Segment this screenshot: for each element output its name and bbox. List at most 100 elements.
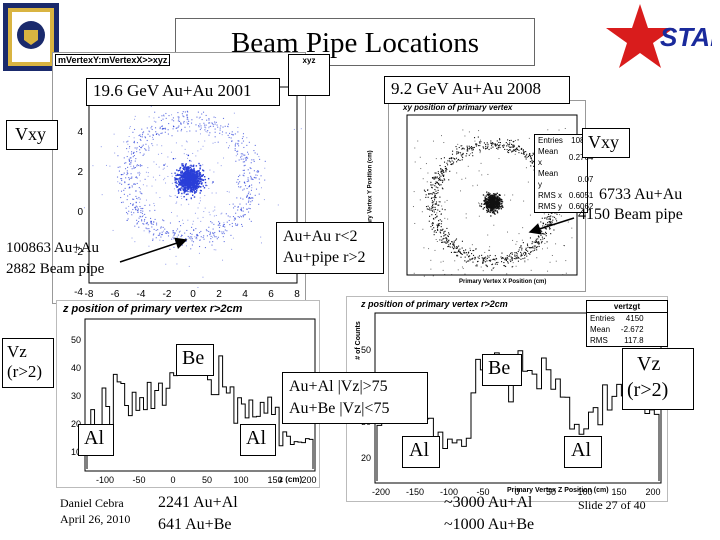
author-date: April 26, 2010 [60,512,131,526]
al-right-2-label: Al [571,439,591,461]
right-plot-xlabel: Primary Vertex X Position (cm) [459,279,547,285]
slide-number: Slide 27 of 40 [578,498,646,512]
uc-davis-seal-icon [2,2,60,72]
right-z-xtick: -100 [440,487,458,497]
left-xy-scatter: 420-2-4 -8 -6 -4 -2 0 2 4 6 8 [74,58,302,300]
right-z-stat-value: -2.672 [620,325,644,334]
left-scatter-points [83,58,302,288]
al-left-1-label: Al [84,427,104,449]
right-z-counts-be: ~1000 Au+Be [444,516,535,533]
right-z-stat-row: Mean -2.672 [587,324,647,335]
vxy-left-label: Vxy [15,124,46,144]
be-right-box: Be [482,354,522,386]
author-name: Daniel Cebra [60,496,124,510]
al-left-1-box: Al [78,424,114,456]
right-z-counts-al: ~3000 Au+Al [444,494,533,511]
left-xy-xtick: 8 [294,289,300,300]
right-z-stat-key: RMS [590,336,608,345]
right-stat-row: Mean x 0.2764 [535,146,596,168]
left-counts-au: 100863 Au+Au [6,240,100,256]
right-z-stat-key: Entries [590,314,615,323]
right-z-stat-value: 4150 [625,314,644,323]
left-z-counts-be: 641 Au+Be [158,516,232,533]
al-right-1-box: Al [402,436,440,468]
right-z-xtick: 200 [645,487,660,497]
star-logo-icon: STAR [604,2,712,72]
right-stat-key: Entries [538,136,563,145]
right-stat-row: RMS x 0.6051 [535,190,596,201]
left-z-ytick: 20 [71,419,81,429]
right-run-label: 9.2 GeV Au+Au 2008 [391,79,541,98]
left-z-xtick: -50 [132,475,145,485]
left-z-xtick: -100 [96,475,114,485]
right-z-ytick: 20 [361,453,371,463]
right-z-title: z position of primary vertex r>2cm [361,299,508,309]
star-logo-text: STAR [660,22,712,52]
al-left-2-box: Al [240,424,276,456]
left-z-xtick: 150 [267,475,282,485]
left-xy-ytick: 2 [77,167,83,178]
left-plot-title: mVertexY:mVertexX>>xyz [55,54,171,66]
left-z-ytick: 40 [71,363,81,373]
right-z-xtick: -200 [372,487,390,497]
left-xy-xtick: -4 [137,289,146,300]
zcut-label-box: Au+Al |Vz|>75 Au+Be |Vz|<75 [282,372,428,424]
right-z-xlabel: Primary Vertex Z Position (cm) [507,487,609,494]
right-z-stat-row: Entries 4150 [587,313,647,324]
right-stat-key: Mean y [538,169,559,189]
left-xy-xtick: 4 [242,289,248,300]
cut-line-1: Au+Au r<2 [283,228,358,245]
left-z-plot: z position of primary vertex r>2cm 50 40 3… [56,300,320,488]
right-stat-row: RMS y 0.6062 [535,201,596,212]
vz-left-line-2: (r>2) [7,362,43,381]
be-left-label: Be [182,347,205,369]
left-z-xlabel: z (cm) [279,475,303,484]
left-z-xtick: 0 [170,475,175,485]
left-z-ytick: 10 [71,447,81,457]
al-right-2-box: Al [564,436,602,468]
left-counts-pipe: 2882 Beam pipe [6,261,105,277]
left-z-ytick: 50 [71,335,81,345]
right-scatter-points [412,127,573,277]
left-xy-xtick: 6 [268,289,274,300]
right-z-stat-box: vertzgt Entries 4150 Mean -2.672 RMS 117.8 [586,300,668,347]
al-left-2-label: Al [246,427,266,449]
right-z-xtick: 150 [611,487,626,497]
left-xy-xtick: 0 [190,289,196,300]
right-z-xtick: 100 [577,487,592,497]
right-stat-row: Mean y 0.07 [535,168,596,190]
left-z-histogram: 50 40 30 20 10 -100 -50 0 50 100 150 200 [71,318,317,485]
left-z-counts-al: 2241 Au+Al [158,494,238,511]
left-z-title: z position of primary vertex r>2cm [63,303,243,315]
vxy-right-label: Vxy [588,132,619,152]
vz-right-line-1: Vz [637,353,661,375]
zcut-line-1: Au+Al |Vz|>75 [289,378,388,395]
right-z-xtick: 50 [546,487,556,497]
al-right-1-label: Al [409,439,429,461]
left-xy-ytick: 0 [77,207,83,218]
right-stat-value: 0.07 [577,174,594,184]
right-stat-key: RMS y [538,202,562,211]
left-z-xtick: 100 [233,475,248,485]
right-z-stat-row: RMS 117.8 [587,335,647,346]
right-run-label-box: 9.2 GeV Au+Au 2008 [384,76,570,104]
be-right-label: Be [488,357,511,379]
cut-label-box: Au+Au r<2 Au+pipe r>2 [276,222,384,274]
right-stat-value: 0.6051 [568,191,594,200]
vz-right-line-2: (r>2) [627,379,669,401]
left-run-label-box: 19.6 GeV Au+Au 2001 [86,78,280,106]
vxy-left-box: Vxy [6,120,58,150]
left-xy-ytick: 4 [77,127,83,138]
right-stat-key: RMS x [538,191,562,200]
left-stat-title: xyz [302,56,316,65]
left-stat-box: xyz [288,54,330,96]
left-z-xtick: 50 [202,475,212,485]
left-xy-xtick: 2 [216,289,222,300]
cut-line-2: Au+pipe r>2 [283,249,366,266]
vz-right-box: Vz (r>2) [622,348,694,410]
left-xy-ytick: -2 [74,247,83,258]
left-xy-ytick: -4 [74,287,83,298]
be-left-box: Be [176,344,214,376]
left-xy-xtick: -6 [111,289,120,300]
